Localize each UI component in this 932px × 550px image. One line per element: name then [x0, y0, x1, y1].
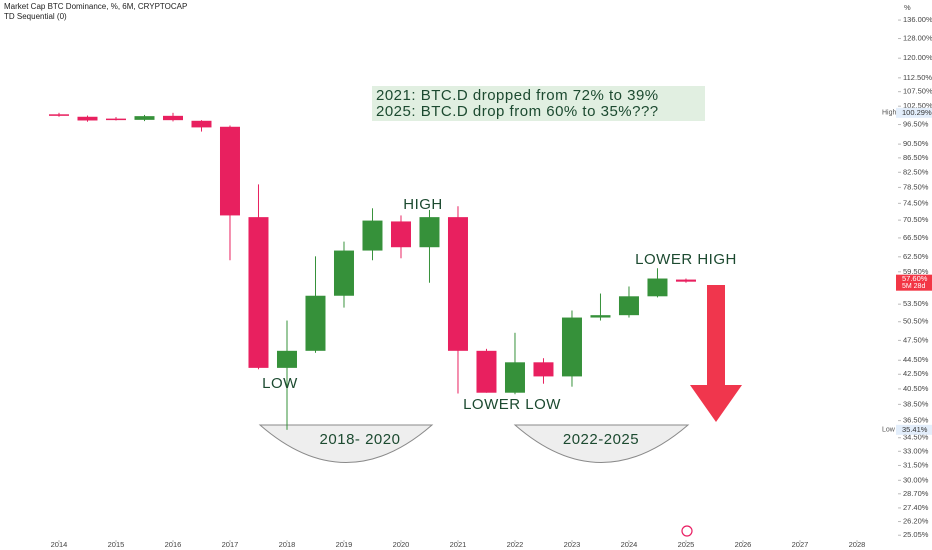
y-tick-label: 53.50%	[903, 299, 929, 308]
annotation: HIGH	[403, 196, 443, 213]
price-tag-label: 35.41%	[902, 425, 928, 434]
y-tick-label: 120.00%	[903, 53, 932, 62]
candle-body	[561, 317, 582, 377]
x-tick-label: 2021	[450, 540, 467, 549]
candle-body	[476, 350, 497, 393]
x-tick-label: 2017	[222, 540, 239, 549]
logo	[681, 525, 693, 537]
y-tick-label: 74.50%	[903, 198, 929, 207]
y-tick-label: 112.50%	[903, 73, 932, 82]
x-tick-label: 2027	[792, 540, 809, 549]
annotation: LOW	[262, 375, 298, 392]
y-tick-label: 28.70%	[903, 489, 929, 498]
candle-body	[305, 295, 326, 351]
y-tick-label: 96.50%	[903, 120, 929, 129]
price-tag	[896, 424, 932, 435]
price-tag-label: 100.29%	[902, 108, 932, 117]
price-tag-name: Low	[882, 427, 896, 434]
y-tick-label: 107.50%	[903, 87, 932, 96]
y-tick-label: 86.50%	[903, 153, 929, 162]
down-arrow	[690, 285, 742, 422]
y-tick-label: 50.50%	[903, 317, 929, 326]
candle-body	[77, 116, 98, 121]
x-tick-label: 2028	[849, 540, 866, 549]
y-tick-label: 70.50%	[903, 215, 929, 224]
y-tick-label: 31.50%	[903, 460, 929, 469]
y-tick-label: 36.50%	[903, 416, 929, 425]
candle-body	[134, 116, 155, 120]
note-box	[372, 86, 705, 121]
x-tick-label: 2023	[564, 540, 581, 549]
candle-body	[447, 217, 468, 351]
y-tick-label: 33.00%	[903, 446, 929, 455]
y-tick-label: 25.05%	[903, 530, 929, 539]
candle-body	[276, 350, 297, 368]
candle-body	[191, 120, 212, 128]
chart-subtitle: TD Sequential (0)	[4, 12, 67, 21]
candle-body	[390, 221, 411, 248]
chart-title: Market Cap BTC Dominance, %, 6M, CRYPTOC…	[4, 2, 187, 11]
candle-body	[590, 315, 611, 318]
y-tick-label: 128.00%	[903, 34, 932, 43]
candle-body	[362, 220, 383, 251]
x-tick-label: 2015	[108, 540, 125, 549]
x-tick-label: 2024	[621, 540, 638, 549]
price-tag	[896, 274, 932, 291]
candle-body	[48, 114, 69, 116]
candle-body	[162, 115, 183, 121]
x-tick-label: 2019	[336, 540, 353, 549]
candle-body	[419, 217, 440, 248]
y-tick-label: 26.20%	[903, 517, 929, 526]
note-line: 2025: BTC.D drop from 60% to 35%???	[376, 103, 659, 120]
y-tick-label: 40.50%	[903, 384, 929, 393]
annotation: 2018- 2020	[320, 431, 401, 448]
y-tick-label: 38.50%	[903, 399, 929, 408]
candle-body	[675, 279, 696, 282]
candle-body	[219, 126, 240, 216]
x-tick-label: 2025	[678, 540, 695, 549]
annotation: 2022-2025	[563, 431, 639, 448]
price-tag-name: High	[882, 110, 897, 117]
candle-body	[647, 278, 668, 297]
y-tick-label: 47.50%	[903, 335, 929, 344]
candle-body	[504, 362, 525, 393]
x-tick-label: 2014	[51, 540, 68, 549]
y-tick-label: 136.00%	[903, 15, 932, 24]
y-tick-label: 34.50%	[903, 433, 929, 442]
y-tick-label: 27.40%	[903, 503, 929, 512]
x-tick-label: 2026	[735, 540, 752, 549]
x-tick-label: 2016	[165, 540, 182, 549]
annotation: LOWER HIGH	[635, 251, 737, 268]
y-tick-label: 62.50%	[903, 252, 929, 261]
y-tick-label: 90.50%	[903, 139, 929, 148]
y-tick-label: 78.50%	[903, 182, 929, 191]
price-tag-sublabel: 5M 28d	[902, 283, 925, 290]
bowl	[513, 424, 690, 463]
candle-body	[533, 362, 554, 377]
x-tick-label: 2018	[279, 540, 296, 549]
candle-body	[333, 250, 354, 296]
y-tick-label: 102.50%	[903, 101, 932, 110]
y-unit: %	[904, 3, 911, 12]
annotation: LOWER LOW	[463, 396, 561, 413]
y-tick-label: 66.50%	[903, 233, 929, 242]
price-tag-label: 57.60%	[902, 274, 928, 283]
x-tick-label: 2022	[507, 540, 524, 549]
price-tag	[896, 107, 932, 118]
y-tick-label: 59.50%	[903, 267, 929, 276]
note-line: 2021: BTC.D dropped from 72% to 39%	[376, 87, 659, 104]
candle-body	[618, 296, 639, 316]
y-tick-label: 82.50%	[903, 167, 929, 176]
y-tick-label: 30.00%	[903, 475, 929, 484]
x-tick-label: 2020	[393, 540, 410, 549]
candle-body	[105, 118, 126, 121]
bowl	[258, 424, 434, 463]
y-tick-label: 42.50%	[903, 369, 929, 378]
candle-body	[248, 217, 269, 368]
y-tick-label: 44.50%	[903, 355, 929, 364]
